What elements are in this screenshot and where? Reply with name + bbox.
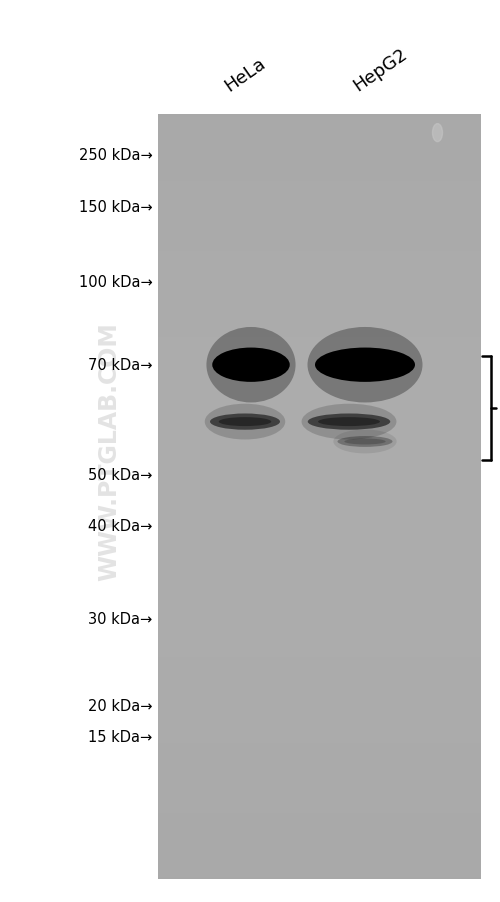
- Ellipse shape: [212, 348, 290, 382]
- Ellipse shape: [318, 418, 380, 427]
- Ellipse shape: [344, 439, 386, 445]
- Ellipse shape: [210, 414, 280, 430]
- Ellipse shape: [308, 414, 390, 430]
- Ellipse shape: [334, 430, 396, 454]
- Ellipse shape: [205, 404, 285, 440]
- Ellipse shape: [219, 418, 271, 427]
- Text: 250 kDa→: 250 kDa→: [79, 148, 152, 162]
- Text: HepG2: HepG2: [350, 45, 410, 95]
- Text: 40 kDa→: 40 kDa→: [88, 519, 152, 533]
- Ellipse shape: [338, 437, 392, 447]
- Text: 50 kDa→: 50 kDa→: [88, 468, 152, 483]
- Text: WWW.PTGLAB.COM: WWW.PTGLAB.COM: [97, 322, 121, 580]
- Ellipse shape: [222, 356, 280, 374]
- Ellipse shape: [206, 327, 296, 403]
- Text: 70 kDa→: 70 kDa→: [88, 358, 152, 373]
- Text: 20 kDa→: 20 kDa→: [88, 698, 152, 713]
- Ellipse shape: [308, 327, 422, 403]
- Ellipse shape: [328, 356, 402, 374]
- Text: 15 kDa→: 15 kDa→: [88, 730, 152, 744]
- Text: 150 kDa→: 150 kDa→: [79, 200, 152, 215]
- Circle shape: [432, 124, 442, 143]
- Ellipse shape: [315, 348, 415, 382]
- Ellipse shape: [302, 404, 396, 440]
- Text: 30 kDa→: 30 kDa→: [88, 612, 152, 626]
- Text: 100 kDa→: 100 kDa→: [79, 275, 152, 290]
- Text: HeLa: HeLa: [221, 54, 269, 95]
